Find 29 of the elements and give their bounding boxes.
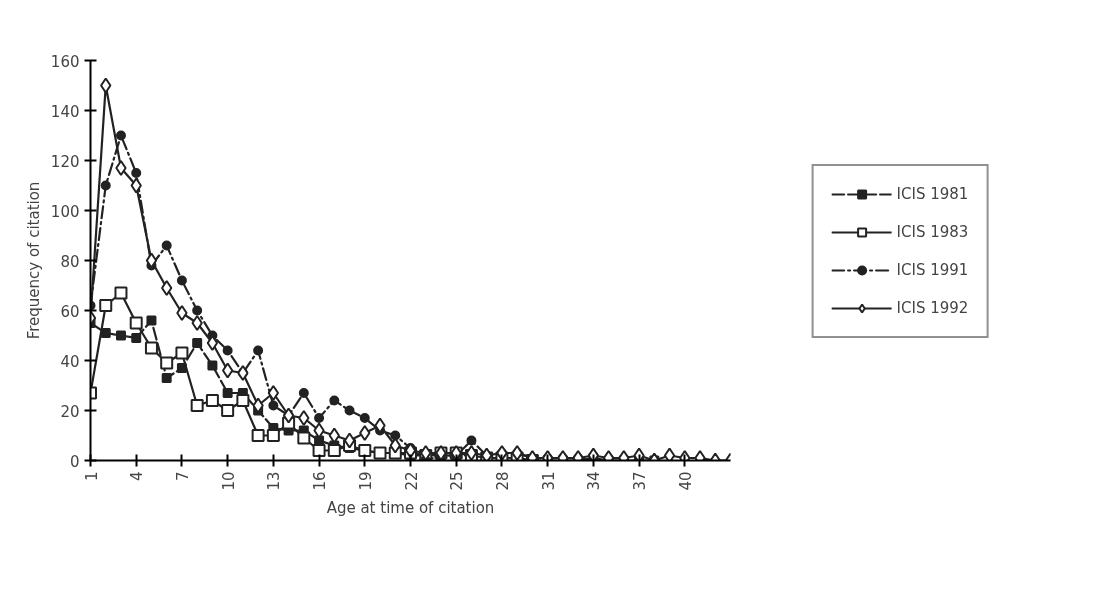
- legend-label: ICIS 1981: [896, 184, 969, 203]
- y-tick-label: 140: [50, 102, 80, 121]
- legend-label: ICIS 1991: [896, 260, 969, 279]
- x-tick-label: 19: [356, 471, 375, 491]
- x-tick-label: 10: [219, 471, 238, 491]
- x-tick-label: 28: [493, 471, 512, 491]
- x-tick-label: 40: [676, 471, 695, 491]
- y-tick-label: 100: [50, 202, 80, 221]
- x-tick-label: 1: [82, 471, 101, 482]
- x-tick-label: 7: [173, 471, 192, 482]
- x-axis-title: Age at time of citation: [326, 498, 495, 517]
- y-tick-label: 160: [50, 52, 80, 71]
- y-tick-label: 0: [69, 452, 80, 471]
- y-axis-title: Frequency of citation: [24, 181, 43, 340]
- legend-label: ICIS 1983: [896, 222, 969, 241]
- x-tick-label: 16: [311, 471, 330, 491]
- x-tick-label: 34: [585, 471, 604, 491]
- x-tick-label: 22: [402, 471, 421, 491]
- x-tick-label: 4: [128, 471, 147, 482]
- y-tick-label: 60: [60, 302, 80, 321]
- y-tick-label: 120: [50, 152, 80, 171]
- y-tick-label: 40: [60, 352, 80, 371]
- y-tick-label: 80: [60, 252, 80, 271]
- x-tick-label: 31: [539, 471, 558, 491]
- y-tick-label: 20: [60, 402, 80, 421]
- x-tick-label: 13: [265, 471, 284, 491]
- x-tick-label: 25: [448, 471, 467, 491]
- legend-label: ICIS 1992: [896, 298, 969, 317]
- x-tick-label: 37: [631, 471, 650, 491]
